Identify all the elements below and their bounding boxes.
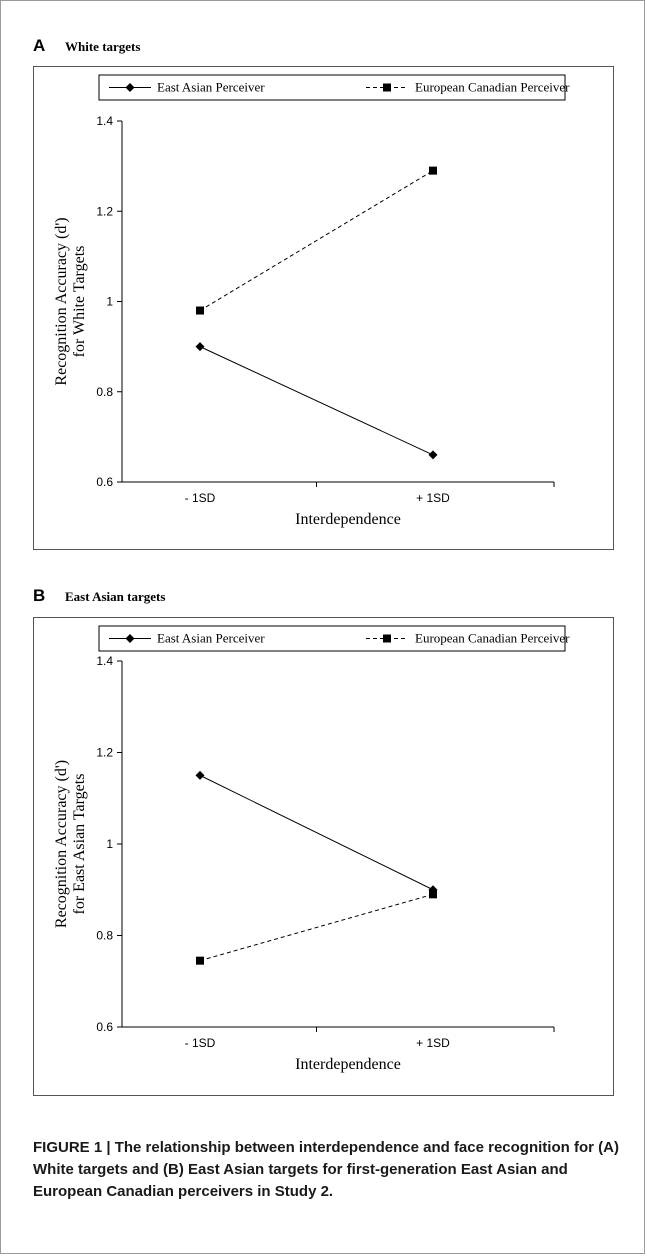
y-tick-label: 1.4 [96, 654, 113, 668]
x-tick-label: + 1SD [416, 1036, 450, 1050]
y-tick-label: 1 [106, 837, 113, 851]
legend-box [98, 625, 566, 652]
data-point [429, 890, 437, 899]
data-point [196, 306, 204, 315]
series-line [199, 170, 434, 311]
legend-swatch-marker [125, 634, 135, 643]
y-tick-label: 0.8 [96, 385, 113, 399]
y-axis-label-line: Recognition Accuracy (d') [53, 217, 70, 385]
legend-label: European Canadian Perceiver [415, 80, 570, 95]
y-tick-label: 0.6 [96, 1020, 113, 1034]
legend-label: East Asian Perceiver [157, 631, 265, 646]
y-axis-label-line: for White Targets [71, 246, 88, 358]
series-line [199, 346, 434, 456]
legend-swatch-marker [125, 83, 135, 92]
y-axis-label: Recognition Accuracy (d')for East Asian … [53, 760, 88, 928]
y-axis-label-line: for East Asian Targets [71, 774, 88, 915]
panel-a-title: White targets [65, 39, 141, 54]
data-point [195, 342, 205, 352]
data-point [429, 166, 437, 175]
legend-label: East Asian Perceiver [157, 80, 265, 95]
legend-swatch-marker [383, 83, 391, 92]
panel-a-chart: 0.6 0.8 1 1.2 1.4 - 1SD + 1SD Interdependence Re… [53, 74, 570, 528]
y-tick-label: 1.2 [96, 204, 113, 218]
x-tick-label: - 1SD [185, 1036, 216, 1050]
panel-a-header: A White targets [33, 36, 140, 56]
panel-b-chart: 0.6 0.8 1 1.2 1.4 - 1SD + 1SD Interdependence Re… [53, 625, 570, 1073]
x-axis-label: Interdependence [295, 1056, 401, 1073]
panel-b-letter: B [33, 586, 46, 605]
legend-box [98, 74, 566, 101]
x-tick-label: - 1SD [185, 491, 216, 505]
panel-b-title: East Asian targets [65, 589, 166, 604]
panel-a-chart-box: 0.6 0.8 1 1.2 1.4 - 1SD + 1SD Interdependence Re… [33, 66, 614, 550]
y-tick-label: 0.6 [96, 475, 113, 489]
panel-a-letter: A [33, 36, 46, 55]
y-tick-label: 1 [106, 295, 113, 309]
y-tick-label: 1.4 [96, 114, 113, 128]
y-axis-label-line: Recognition Accuracy (d') [53, 760, 70, 928]
panel-b-header: B East Asian targets [33, 586, 165, 606]
figure-caption: FIGURE 1 | The relationship between inte… [33, 1139, 619, 1200]
panel-b-chart-box: 0.6 0.8 1 1.2 1.4 - 1SD + 1SD Interdependence Re… [33, 617, 614, 1096]
data-point [196, 956, 204, 965]
data-point [195, 770, 205, 780]
legend-label: European Canadian Perceiver [415, 631, 570, 646]
y-axis-label: Recognition Accuracy (d')for White Targe… [53, 217, 88, 385]
series-line [199, 774, 434, 891]
legend-swatch-marker [383, 634, 391, 643]
x-axis-label: Interdependence [295, 511, 401, 528]
x-tick-label: + 1SD [416, 491, 450, 505]
y-tick-label: 1.2 [96, 746, 113, 760]
series-line [199, 893, 434, 962]
data-point [428, 450, 438, 460]
y-tick-label: 0.8 [96, 929, 113, 943]
